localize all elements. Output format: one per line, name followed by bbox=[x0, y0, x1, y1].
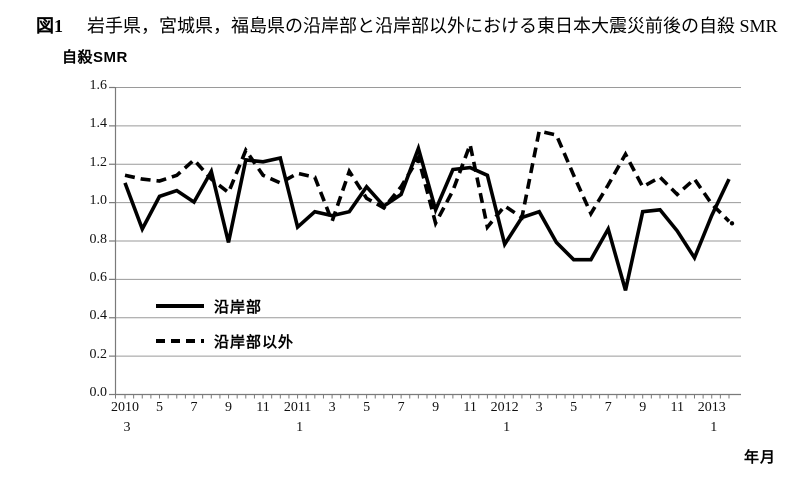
y-tick-label: 0.2 bbox=[89, 346, 108, 362]
y-tick-label: 1.0 bbox=[89, 193, 108, 209]
x-tick-label: 9 bbox=[639, 400, 647, 415]
x-tick-label: 11 bbox=[256, 400, 270, 415]
x-tick-sublabel: 1 bbox=[296, 420, 304, 435]
y-tick-label: 0.6 bbox=[89, 269, 108, 285]
y-tick-label: 1.2 bbox=[89, 154, 108, 170]
figure-title: 図1 岩手県，宮城県，福島県の沿岸部と沿岸部以外における東日本大震災前後の自殺 S… bbox=[36, 12, 778, 38]
gridlines bbox=[115, 87, 741, 357]
y-tick-label: 0.0 bbox=[89, 385, 108, 400]
x-axis-unit-label: 年月 bbox=[744, 449, 777, 466]
x-tick-label: 2013 bbox=[697, 400, 726, 415]
figure-number: 図1 bbox=[36, 16, 63, 36]
x-tick-label: 11 bbox=[463, 400, 477, 415]
x-tick-sublabel: 1 bbox=[503, 420, 511, 435]
x-tick-label: 5 bbox=[570, 400, 578, 415]
x-tick-label: 2010 bbox=[111, 400, 139, 415]
y-axis-title: 自殺SMR bbox=[62, 49, 128, 66]
x-tick-label: 9 bbox=[432, 400, 440, 415]
x-tick-label: 7 bbox=[190, 400, 198, 415]
y-tick-label: 0.4 bbox=[89, 308, 108, 324]
x-tick-sublabel: 1 bbox=[710, 420, 718, 435]
legend: 沿岸部 沿岸部以外 bbox=[156, 294, 294, 364]
x-tick-label: 7 bbox=[604, 400, 612, 415]
x-tick-label: 3 bbox=[535, 400, 543, 415]
y-tick-label: 1.4 bbox=[89, 116, 108, 132]
figure-title-text: 岩手県，宮城県，福島県の沿岸部と沿岸部以外における東日本大震災前後の自殺 SMR bbox=[87, 16, 778, 36]
x-tick-label: 2011 bbox=[283, 400, 312, 415]
legend-item-coastal: 沿岸部 bbox=[156, 294, 294, 318]
y-tick-label: 1.6 bbox=[89, 78, 108, 93]
x-tick-label: 2012 bbox=[490, 400, 519, 415]
axes bbox=[109, 86, 741, 399]
x-tick-label: 7 bbox=[397, 400, 405, 415]
x-tick-label: 9 bbox=[225, 400, 233, 415]
legend-item-noncoastal: 沿岸部以外 bbox=[156, 329, 294, 353]
legend-label-noncoastal: 沿岸部以外 bbox=[214, 333, 295, 351]
legend-label-coastal: 沿岸部 bbox=[214, 298, 263, 316]
x-tick-label: 5 bbox=[363, 400, 371, 415]
y-tick-label: 0.8 bbox=[89, 231, 108, 247]
dashed-line-key-icon bbox=[156, 339, 204, 343]
x-tick-label: 3 bbox=[328, 400, 336, 415]
data-series bbox=[123, 128, 735, 291]
x-tick-label: 5 bbox=[156, 400, 163, 415]
solid-line-key-icon bbox=[156, 304, 204, 308]
x-tick-sublabel: 3 bbox=[123, 420, 131, 435]
x-tick-label: 11 bbox=[670, 400, 684, 415]
